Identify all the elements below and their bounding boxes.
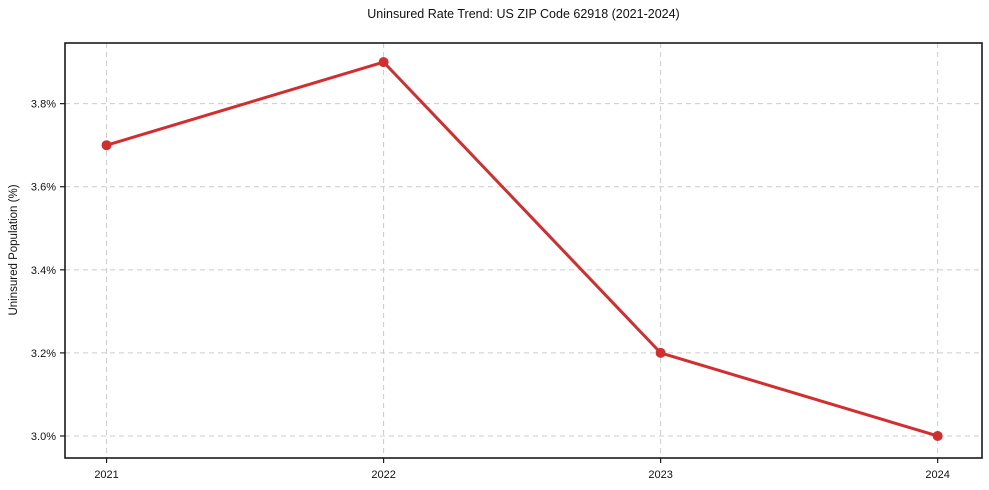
y-tick-label: 3.6% <box>31 182 56 194</box>
plot-border <box>64 42 983 459</box>
y-tick-label: 3.4% <box>31 265 56 277</box>
y-tick-label: 3.0% <box>31 431 56 443</box>
data-point <box>101 140 112 151</box>
y-tick-label: 3.8% <box>31 99 56 111</box>
x-tick-label: 2023 <box>648 469 672 481</box>
x-tick-label: 2024 <box>925 469 949 481</box>
chart-title: Uninsured Rate Trend: US ZIP Code 62918 … <box>367 7 680 21</box>
data-point <box>378 57 389 68</box>
data-point <box>655 347 666 358</box>
data-point <box>932 430 943 441</box>
trend-line <box>105 60 940 438</box>
x-tick-label: 2022 <box>371 469 395 481</box>
x-tick-label: 2021 <box>94 469 118 481</box>
y-tick-label: 3.2% <box>31 348 56 360</box>
